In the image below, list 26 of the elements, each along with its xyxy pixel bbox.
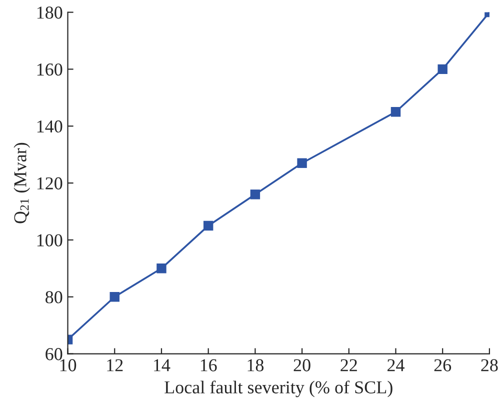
point [250,190,260,200]
point [156,264,166,274]
point [390,107,401,117]
x-axis-title: Local fault severity (% of SCL) [164,380,392,398]
x-tick-label: 28 [481,359,498,372]
point [110,292,120,302]
x-tick-label: 16 [200,359,217,372]
y-tick-label: 60 [46,348,62,360]
y-tick-label: 140 [37,120,62,133]
x-tick-label: 20 [294,359,310,372]
x-tick-label: 24 [388,359,404,372]
y-tick-label: 120 [37,177,62,190]
x-tick-label: 14 [154,359,170,372]
x-tick-label: 12 [107,359,123,372]
x-tick-label: 10 [60,359,76,372]
point [297,158,307,168]
y-tick-label: 80 [46,291,62,304]
x-tick-label: 18 [248,359,264,372]
x-tick-label: 22 [340,359,357,372]
point [203,220,214,231]
y-tick-label: 100 [37,234,62,246]
y-axis-title: Q$_{21}$ (Mvar) [14,142,30,224]
point [438,64,448,74]
y-tick-label: 180 [37,6,62,19]
y-tick-label: 160 [37,63,62,76]
x-tick-label: 26 [434,359,452,372]
